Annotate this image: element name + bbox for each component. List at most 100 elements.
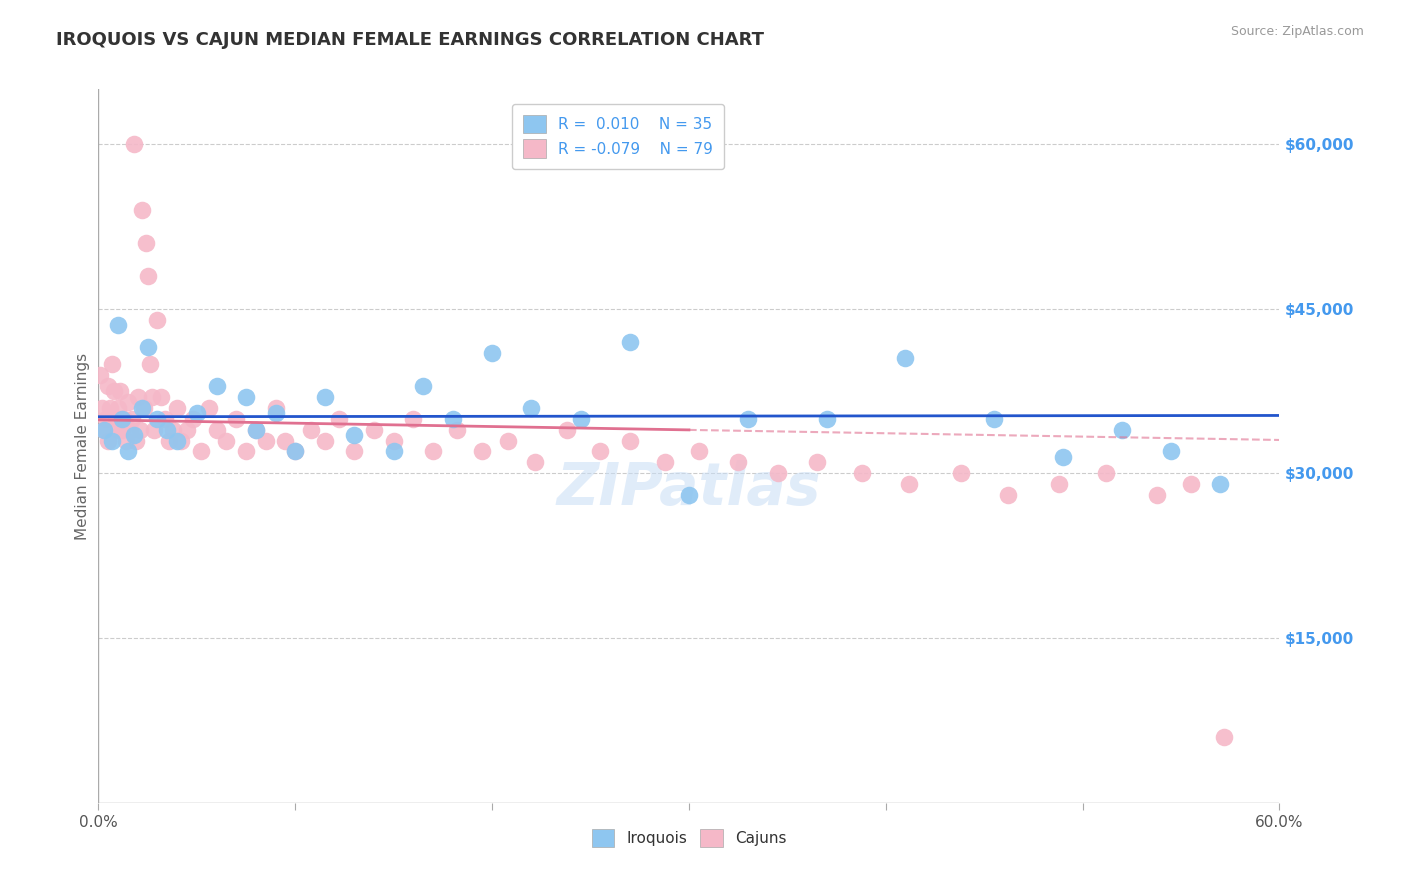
Text: IROQUOIS VS CAJUN MEDIAN FEMALE EARNINGS CORRELATION CHART: IROQUOIS VS CAJUN MEDIAN FEMALE EARNINGS… bbox=[56, 31, 765, 49]
Point bbox=[688, 444, 710, 458]
Point bbox=[299, 423, 322, 437]
Point bbox=[382, 434, 405, 448]
Point bbox=[806, 455, 828, 469]
Point bbox=[619, 334, 641, 349]
Point bbox=[156, 423, 179, 437]
Point bbox=[343, 444, 366, 458]
Point bbox=[157, 434, 180, 448]
Point bbox=[111, 411, 134, 425]
Point bbox=[678, 488, 700, 502]
Point bbox=[112, 411, 135, 425]
Point bbox=[181, 411, 204, 425]
Point bbox=[524, 455, 547, 469]
Point bbox=[1209, 477, 1232, 491]
Legend: Iroquois, Cajuns: Iroquois, Cajuns bbox=[579, 816, 799, 859]
Point bbox=[274, 434, 297, 448]
Point bbox=[122, 137, 145, 152]
Point bbox=[93, 423, 115, 437]
Point bbox=[894, 351, 917, 366]
Point bbox=[314, 390, 336, 404]
Point bbox=[89, 368, 111, 382]
Point bbox=[117, 395, 139, 409]
Point bbox=[343, 428, 366, 442]
Point bbox=[851, 467, 873, 481]
Point bbox=[235, 390, 257, 404]
Point bbox=[446, 423, 468, 437]
Point bbox=[162, 423, 184, 437]
Point bbox=[146, 312, 169, 326]
Point bbox=[402, 411, 425, 425]
Point bbox=[166, 434, 188, 448]
Point bbox=[118, 423, 141, 437]
Text: ZIPatlas: ZIPatlas bbox=[557, 460, 821, 517]
Point bbox=[131, 202, 153, 217]
Point bbox=[146, 411, 169, 425]
Point bbox=[412, 378, 434, 392]
Point bbox=[128, 423, 150, 437]
Point bbox=[481, 345, 503, 359]
Point bbox=[328, 411, 350, 425]
Point bbox=[132, 401, 155, 415]
Point bbox=[190, 444, 212, 458]
Point bbox=[898, 477, 921, 491]
Point bbox=[97, 378, 120, 392]
Point bbox=[122, 428, 145, 442]
Point bbox=[93, 423, 115, 437]
Text: Source: ZipAtlas.com: Source: ZipAtlas.com bbox=[1230, 25, 1364, 38]
Point bbox=[142, 423, 165, 437]
Point bbox=[166, 401, 188, 415]
Point bbox=[155, 411, 177, 425]
Point bbox=[314, 434, 336, 448]
Point bbox=[101, 357, 124, 371]
Point bbox=[115, 434, 138, 448]
Point bbox=[520, 401, 543, 415]
Point bbox=[170, 434, 193, 448]
Point bbox=[107, 423, 129, 437]
Point bbox=[983, 411, 1005, 425]
Point bbox=[422, 444, 444, 458]
Point bbox=[1146, 488, 1168, 502]
Point bbox=[125, 434, 148, 448]
Point bbox=[496, 434, 519, 448]
Point bbox=[1180, 477, 1202, 491]
Point bbox=[737, 411, 759, 425]
Point bbox=[136, 268, 159, 283]
Point bbox=[1052, 450, 1074, 464]
Point bbox=[1047, 477, 1070, 491]
Point bbox=[619, 434, 641, 448]
Point bbox=[1160, 444, 1182, 458]
Point bbox=[186, 406, 208, 420]
Point bbox=[205, 378, 228, 392]
Point bbox=[727, 455, 749, 469]
Point bbox=[176, 423, 198, 437]
Point bbox=[121, 411, 143, 425]
Point bbox=[382, 444, 405, 458]
Y-axis label: Median Female Earnings: Median Female Earnings bbox=[75, 352, 90, 540]
Point bbox=[1095, 467, 1118, 481]
Point bbox=[284, 444, 307, 458]
Point bbox=[235, 444, 257, 458]
Point bbox=[254, 434, 277, 448]
Point bbox=[138, 357, 160, 371]
Point bbox=[103, 384, 125, 398]
Point bbox=[264, 406, 287, 420]
Point bbox=[215, 434, 238, 448]
Point bbox=[363, 423, 385, 437]
Point bbox=[245, 423, 267, 437]
Point bbox=[96, 411, 118, 425]
Point bbox=[127, 390, 149, 404]
Point bbox=[117, 444, 139, 458]
Point bbox=[108, 384, 131, 398]
Point bbox=[569, 411, 592, 425]
Point bbox=[136, 340, 159, 354]
Point bbox=[245, 423, 267, 437]
Point bbox=[264, 401, 287, 415]
Point bbox=[135, 235, 157, 250]
Point bbox=[91, 401, 114, 415]
Point bbox=[98, 401, 121, 415]
Point bbox=[555, 423, 578, 437]
Point bbox=[997, 488, 1019, 502]
Point bbox=[141, 390, 163, 404]
Point bbox=[766, 467, 789, 481]
Point bbox=[1111, 423, 1133, 437]
